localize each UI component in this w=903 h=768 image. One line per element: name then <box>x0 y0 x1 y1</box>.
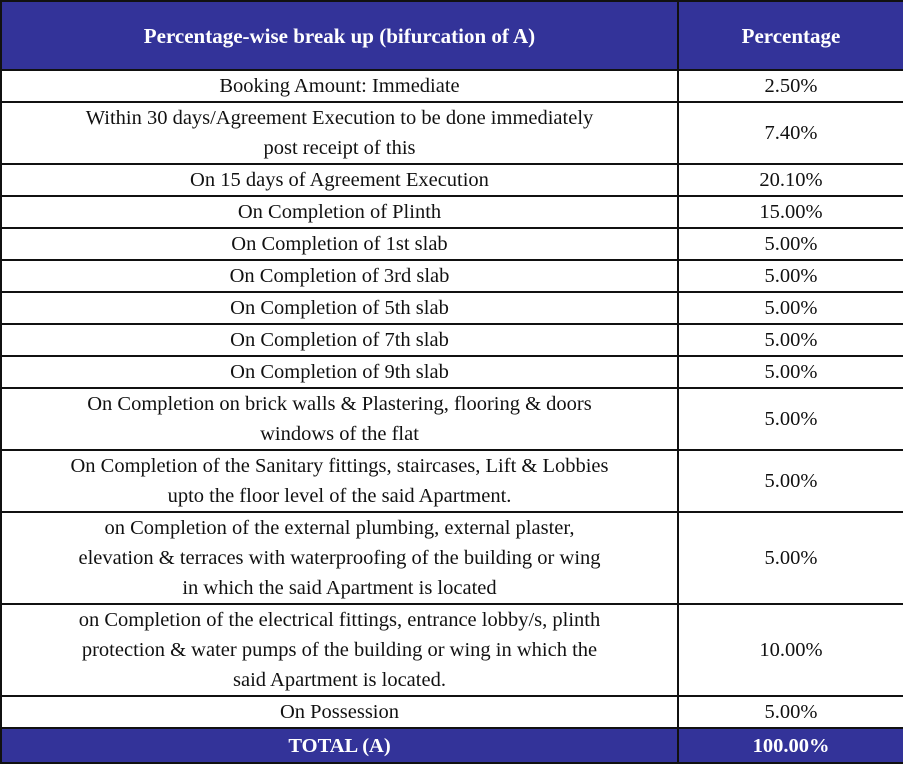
stage-percentage: 2.50% <box>677 69 903 103</box>
stage-percentage: 15.00% <box>677 195 903 229</box>
table-row: On Completion of 7th slab 5.00% <box>0 323 903 357</box>
total-label: TOTAL (A) <box>0 727 679 764</box>
table-row: on Completion of the electrical fittings… <box>0 603 903 697</box>
stage-label: on Completion of the external plumbing, … <box>0 511 679 605</box>
stage-label: On Completion of 1st slab <box>0 227 679 261</box>
stage-percentage: 20.10% <box>677 163 903 197</box>
total-percentage: 100.00% <box>677 727 903 764</box>
table-row: On Completion of Plinth 15.00% <box>0 195 903 229</box>
stage-label: On 15 days of Agreement Execution <box>0 163 679 197</box>
total-row: TOTAL (A) 100.00% <box>0 727 903 764</box>
stage-label: On Completion of 9th slab <box>0 355 679 389</box>
stage-label: on Completion of the electrical fittings… <box>0 603 679 697</box>
stage-percentage: 5.00% <box>677 355 903 389</box>
table-row: On Completion of the Sanitary fittings, … <box>0 449 903 513</box>
stage-label: Within 30 days/Agreement Execution to be… <box>0 101 679 165</box>
stage-label: On Completion of 3rd slab <box>0 259 679 293</box>
header-percentage: Percentage <box>677 0 903 71</box>
table-row: On Completion of 1st slab 5.00% <box>0 227 903 261</box>
stage-percentage: 5.00% <box>677 227 903 261</box>
stage-label: On Completion on brick walls & Plasterin… <box>0 387 679 451</box>
stage-label: On Completion of 5th slab <box>0 291 679 325</box>
stage-label: On Possession <box>0 695 679 729</box>
stage-percentage: 5.00% <box>677 511 903 605</box>
stage-label: Booking Amount: Immediate <box>0 69 679 103</box>
stage-label: On Completion of the Sanitary fittings, … <box>0 449 679 513</box>
stage-label: On Completion of Plinth <box>0 195 679 229</box>
table-row: On Possession 5.00% <box>0 695 903 729</box>
stage-label: On Completion of 7th slab <box>0 323 679 357</box>
stage-percentage: 7.40% <box>677 101 903 165</box>
stage-percentage: 5.00% <box>677 323 903 357</box>
table-row: On Completion of 3rd slab 5.00% <box>0 259 903 293</box>
stage-percentage: 5.00% <box>677 449 903 513</box>
stage-percentage: 5.00% <box>677 695 903 729</box>
table-row: Booking Amount: Immediate 2.50% <box>0 69 903 103</box>
header-breakup: Percentage-wise break up (bifurcation of… <box>0 0 679 71</box>
header-row: Percentage-wise break up (bifurcation of… <box>0 0 903 71</box>
table-row: On Completion on brick walls & Plasterin… <box>0 387 903 451</box>
table-row: On 15 days of Agreement Execution 20.10% <box>0 163 903 197</box>
table-row: On Completion of 9th slab 5.00% <box>0 355 903 389</box>
table-row: Within 30 days/Agreement Execution to be… <box>0 101 903 165</box>
stage-percentage: 5.00% <box>677 259 903 293</box>
stage-percentage: 5.00% <box>677 387 903 451</box>
table-row: On Completion of 5th slab 5.00% <box>0 291 903 325</box>
table-row: on Completion of the external plumbing, … <box>0 511 903 605</box>
stage-percentage: 5.00% <box>677 291 903 325</box>
stage-percentage: 10.00% <box>677 603 903 697</box>
